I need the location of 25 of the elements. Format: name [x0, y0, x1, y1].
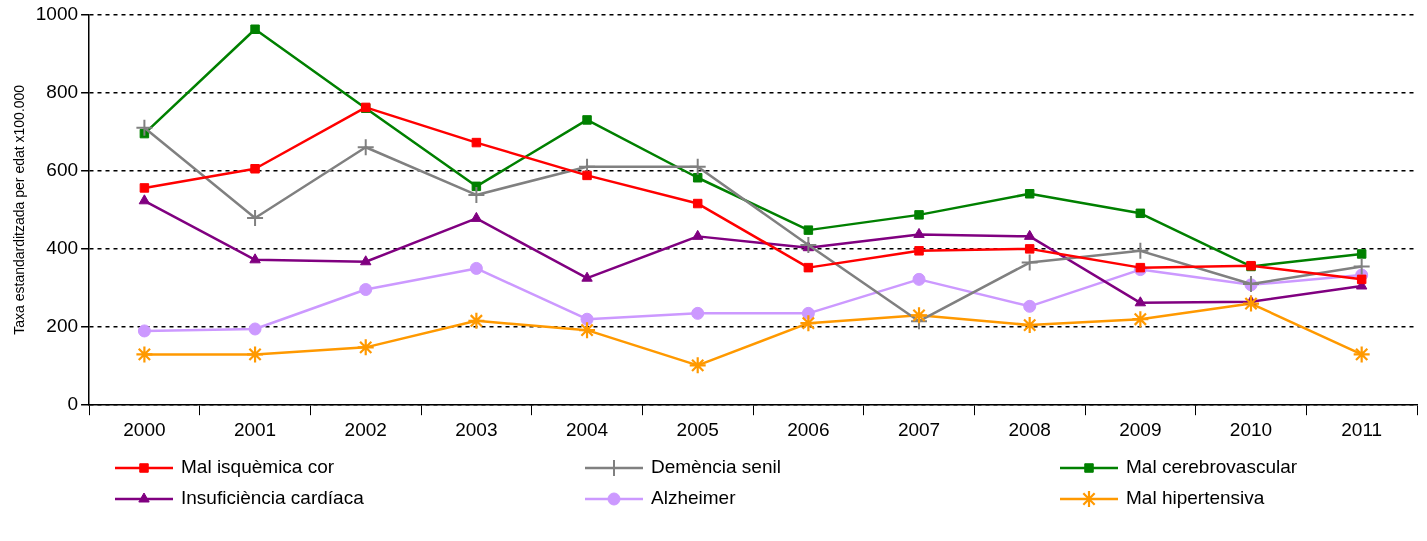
y-tick-label: 400: [46, 237, 79, 259]
x-tick-label: 2008: [1008, 418, 1051, 440]
legend-label: Alzheimer: [651, 487, 737, 509]
legend-label: Mal hipertensiva: [1126, 487, 1265, 509]
y-tick-label: 800: [46, 80, 79, 102]
legend-label: Insuficiència cardíaca: [181, 487, 365, 509]
legend-label: Mal cerebrovascular: [1126, 456, 1298, 478]
x-tick-label: 2000: [123, 418, 166, 440]
x-tick-label: 2011: [1341, 418, 1383, 440]
y-tick-label: 1000: [35, 2, 79, 24]
y-tick-label: 200: [46, 315, 79, 337]
legend-label: Mal isquèmica cor: [181, 456, 335, 478]
x-tick-label: 2007: [897, 418, 941, 440]
x-tick-label: 2006: [787, 418, 830, 440]
x-tick-label: 2005: [676, 418, 719, 440]
y-tick-label: 0: [67, 393, 79, 415]
x-tick-label: 2001: [233, 418, 277, 440]
y-axis-title: Taxa estandarditzada per edat x100.000: [11, 84, 28, 335]
x-tick-label: 2010: [1229, 418, 1273, 440]
y-tick-label: 600: [46, 158, 79, 180]
legend-label: Demència senil: [651, 456, 781, 478]
x-tick-label: 2004: [565, 418, 609, 440]
x-tick-label: 2002: [344, 418, 387, 440]
x-tick-label: 2003: [455, 418, 498, 440]
x-tick-label: 2009: [1119, 418, 1162, 440]
